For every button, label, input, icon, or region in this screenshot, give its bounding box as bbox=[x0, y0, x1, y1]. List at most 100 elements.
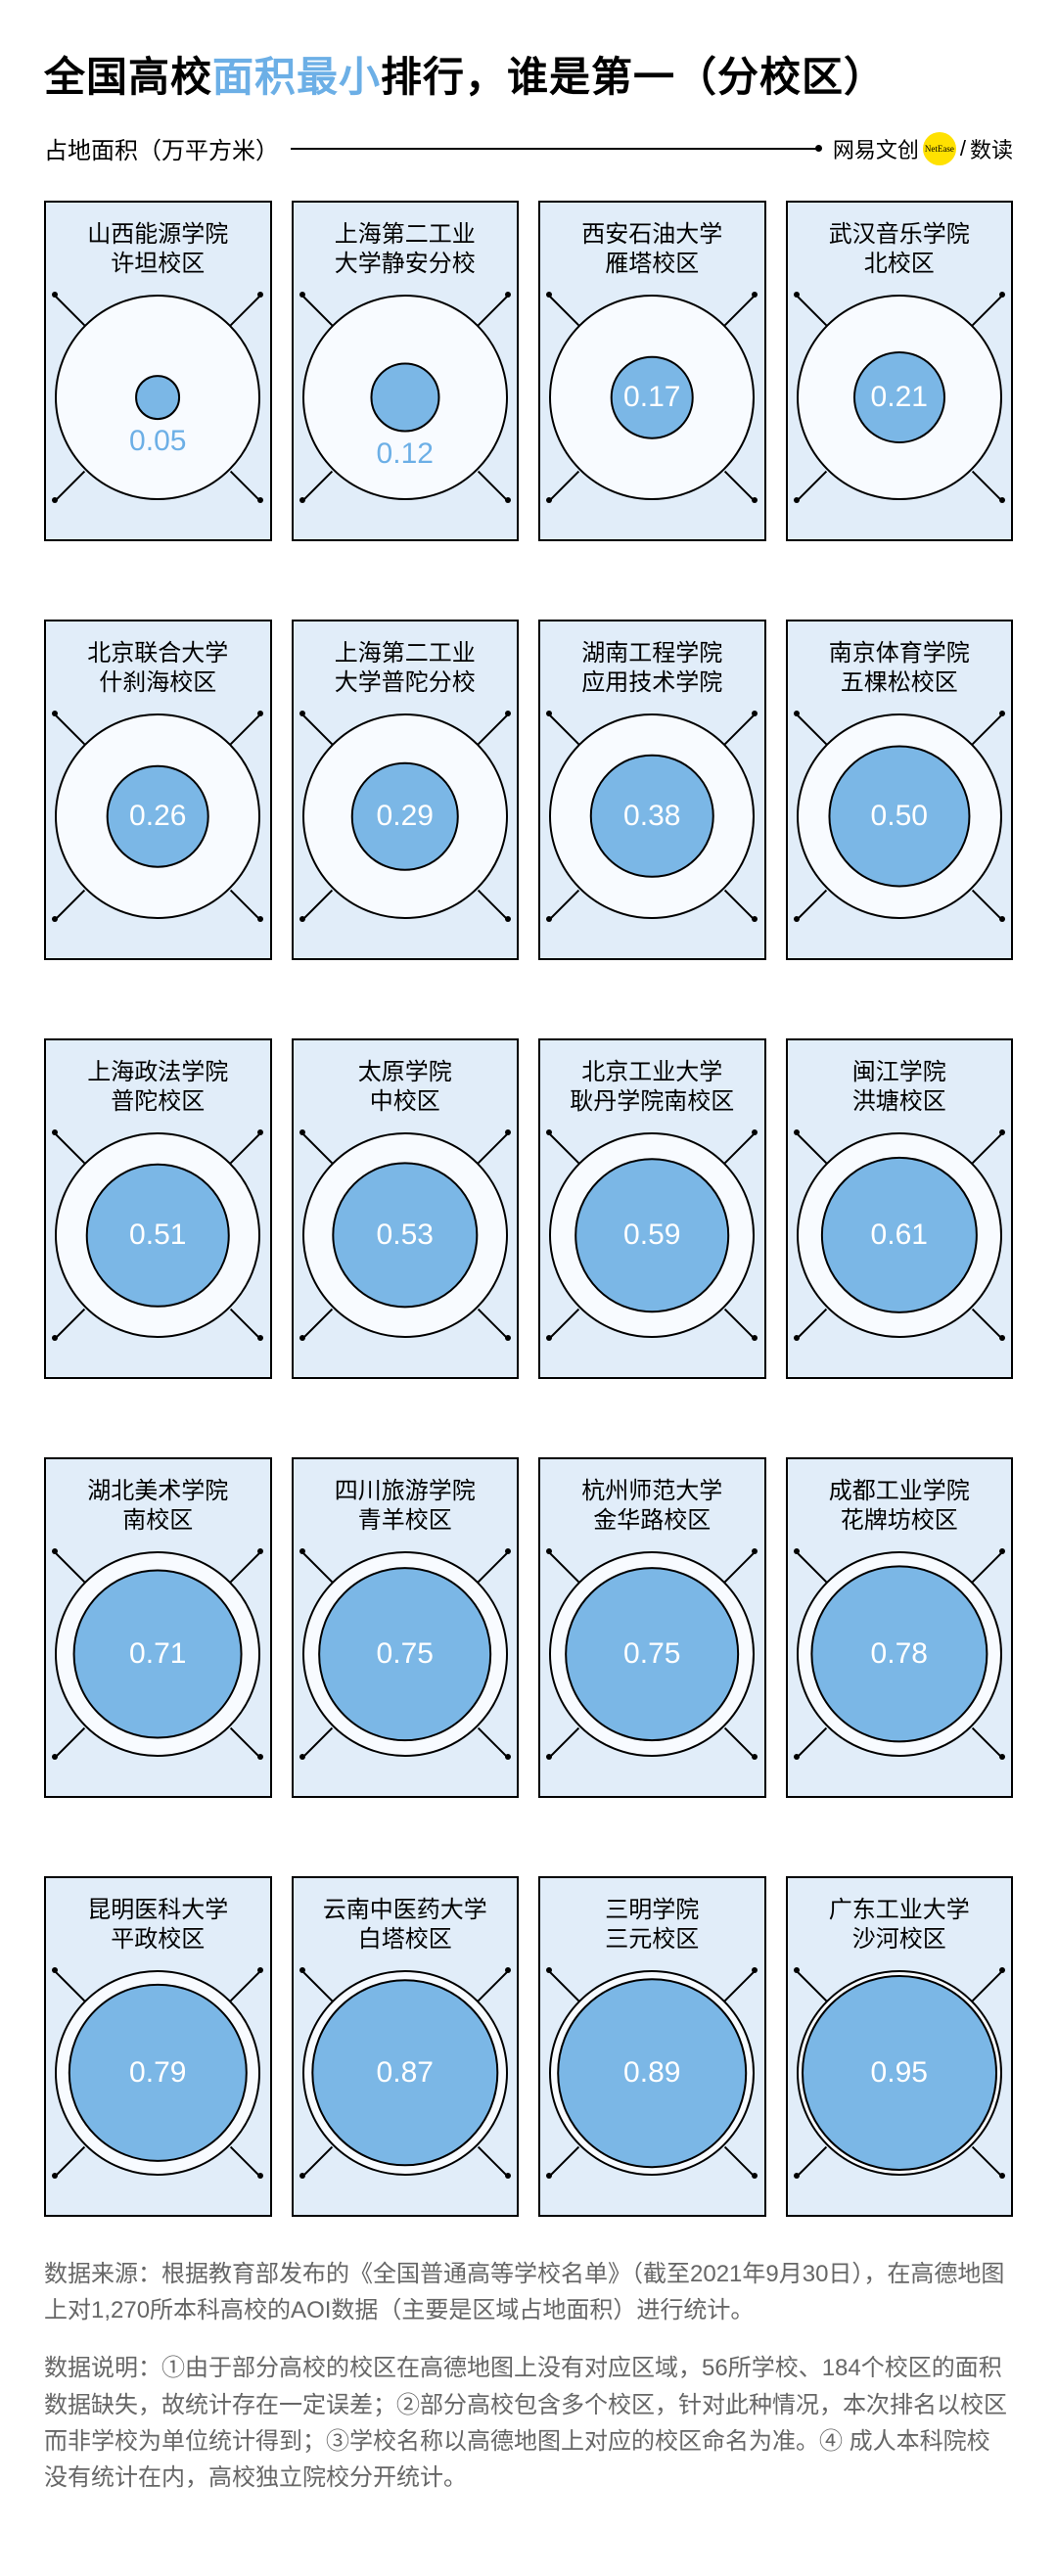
corner-line bbox=[55, 1132, 86, 1164]
corner-line bbox=[477, 1132, 508, 1164]
corner-line bbox=[230, 1132, 261, 1164]
source-line: 数据说明：①由于部分高校的校区在高德地图上没有对应区域，56所学校、184个校区… bbox=[44, 2350, 1013, 2496]
corner-line bbox=[796, 471, 827, 502]
corner-line bbox=[971, 1970, 1002, 2001]
corner-line bbox=[796, 1727, 827, 1759]
corner-line bbox=[301, 1132, 333, 1164]
corner-line bbox=[971, 471, 1002, 502]
value-label: 0.50 bbox=[871, 800, 928, 833]
corner-line bbox=[55, 713, 86, 745]
chart-card: 三明学院三元校区 0.89 bbox=[538, 1876, 766, 2217]
corner-line bbox=[477, 1970, 508, 2001]
corner-line bbox=[230, 471, 261, 502]
corner-line bbox=[301, 890, 333, 921]
corner-line bbox=[477, 1309, 508, 1340]
value-label: 0.29 bbox=[377, 800, 434, 833]
chart-card: 北京联合大学什刹海校区0.26 bbox=[44, 620, 272, 960]
corner-line bbox=[230, 1309, 261, 1340]
circle-wrap: 0.51 bbox=[55, 1132, 260, 1338]
corner-line bbox=[55, 471, 86, 502]
card-label: 北京工业大学耿丹学院南校区 bbox=[570, 1058, 734, 1121]
value-label: 0.75 bbox=[377, 1637, 434, 1671]
card-label: 昆明医科大学平政校区 bbox=[87, 1896, 228, 1958]
title-a: 全国高校 bbox=[44, 54, 212, 100]
source-line: 数据来源：根据教育部发布的《全国普通高等学校名单》（截至2021年9月30日），… bbox=[44, 2256, 1013, 2328]
corner-line bbox=[477, 1551, 508, 1583]
circle-wrap: 0.12 bbox=[302, 295, 508, 500]
corner-line bbox=[724, 471, 756, 502]
subtitle-row: 占地面积（万平方米） 网易文创 NetEase / 数读 bbox=[44, 131, 1013, 165]
corner-line bbox=[230, 295, 261, 326]
corner-line bbox=[724, 890, 756, 921]
circle-wrap: 0.87 bbox=[302, 1970, 508, 2176]
brand-slash: / bbox=[960, 136, 968, 161]
divider-line bbox=[291, 148, 821, 150]
chart-card: 湖南工程学院应用技术学院0.38 bbox=[538, 620, 766, 960]
value-label: 0.21 bbox=[871, 381, 928, 414]
corner-line bbox=[477, 295, 508, 326]
chart-card: 北京工业大学耿丹学院南校区 0.59 bbox=[538, 1038, 766, 1379]
card-label: 湖南工程学院应用技术学院 bbox=[581, 639, 722, 702]
value-label: 0.53 bbox=[377, 1219, 434, 1252]
corner-line bbox=[796, 1132, 827, 1164]
corner-line bbox=[549, 1132, 580, 1164]
card-label: 上海政法学院普陀校区 bbox=[87, 1058, 228, 1121]
corner-line bbox=[301, 1309, 333, 1340]
card-label: 四川旅游学院青羊校区 bbox=[335, 1477, 476, 1540]
corner-line bbox=[971, 2146, 1002, 2178]
corner-line bbox=[724, 1551, 756, 1583]
corner-line bbox=[796, 1551, 827, 1583]
card-label: 三明学院三元校区 bbox=[605, 1896, 699, 1958]
corner-line bbox=[724, 1970, 756, 2001]
chart-card: 武汉音乐学院北校区0.21 bbox=[786, 201, 1014, 541]
circle-wrap: 0.89 bbox=[549, 1970, 755, 2176]
circle-wrap: 0.79 bbox=[55, 1970, 260, 2176]
circle-wrap: 0.75 bbox=[302, 1551, 508, 1757]
chart-card: 杭州师范大学金华路校区0.75 bbox=[538, 1457, 766, 1798]
corner-line bbox=[477, 2146, 508, 2178]
corner-line bbox=[301, 1727, 333, 1759]
corner-line bbox=[230, 1551, 261, 1583]
corner-line bbox=[477, 713, 508, 745]
chart-card: 云南中医药大学白塔校区 0.87 bbox=[292, 1876, 520, 2217]
circle-wrap: 0.26 bbox=[55, 713, 260, 919]
corner-line bbox=[549, 713, 580, 745]
value-label: 0.12 bbox=[377, 437, 434, 471]
chart-card: 闽江学院洪塘校区0.61 bbox=[786, 1038, 1014, 1379]
corner-line bbox=[971, 1551, 1002, 1583]
corner-line bbox=[971, 1727, 1002, 1759]
corner-line bbox=[477, 890, 508, 921]
corner-line bbox=[549, 1727, 580, 1759]
circle-wrap: 0.59 bbox=[549, 1132, 755, 1338]
corner-line bbox=[549, 1551, 580, 1583]
chart-card: 昆明医科大学平政校区 0.79 bbox=[44, 1876, 272, 2217]
corner-line bbox=[549, 890, 580, 921]
corner-line bbox=[230, 713, 261, 745]
chart-card: 四川旅游学院青羊校区 0.75 bbox=[292, 1457, 520, 1798]
corner-line bbox=[971, 1132, 1002, 1164]
chart-card: 成都工业学院花牌坊校区0.78 bbox=[786, 1457, 1014, 1798]
brand-left: 网易文创 bbox=[833, 133, 919, 164]
value-label: 0.26 bbox=[129, 800, 186, 833]
corner-line bbox=[796, 2146, 827, 2178]
corner-line bbox=[796, 713, 827, 745]
corner-line bbox=[477, 471, 508, 502]
corner-line bbox=[724, 713, 756, 745]
circle-wrap: 0.75 bbox=[549, 1551, 755, 1757]
value-label: 0.87 bbox=[377, 2056, 434, 2090]
corner-line bbox=[55, 2146, 86, 2178]
corner-line bbox=[796, 1309, 827, 1340]
corner-line bbox=[549, 295, 580, 326]
title-c: 排行，谁是第一（分校区） bbox=[381, 54, 886, 100]
corner-line bbox=[477, 1727, 508, 1759]
card-label: 西安石油大学雁塔校区 bbox=[581, 220, 722, 283]
circle-wrap: 0.71 bbox=[55, 1551, 260, 1757]
corner-line bbox=[55, 1551, 86, 1583]
card-label: 云南中医药大学白塔校区 bbox=[323, 1896, 487, 1958]
corner-line bbox=[549, 1970, 580, 2001]
value-label: 0.17 bbox=[623, 381, 680, 414]
brand-right: 数读 bbox=[970, 133, 1013, 164]
corner-line bbox=[724, 1309, 756, 1340]
page-title: 全国高校面积最小排行，谁是第一（分校区） bbox=[44, 44, 1013, 104]
corner-line bbox=[230, 2146, 261, 2178]
